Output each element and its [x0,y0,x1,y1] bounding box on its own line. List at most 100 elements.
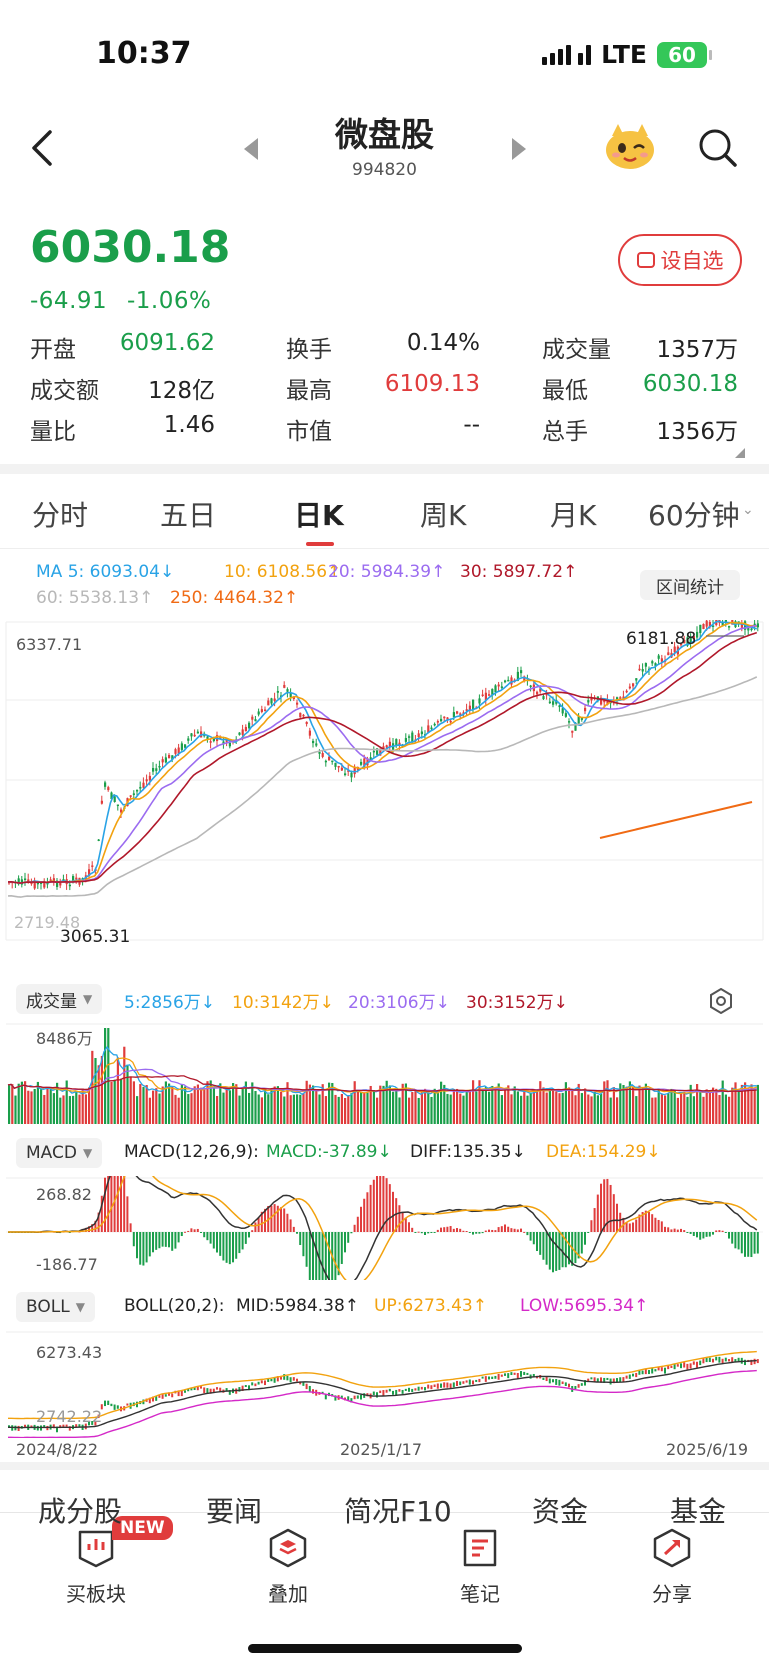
range-stats-button[interactable]: 区间统计 [640,570,740,600]
candle [436,721,439,723]
boll-selector[interactable]: BOLL ▼ [16,1292,95,1322]
boll-candle [427,1384,430,1389]
tab-4[interactable]: 月K [550,499,597,532]
candle [420,731,423,735]
volume-bar [427,1092,430,1124]
boll-candle [110,1403,113,1407]
volume-bar [49,1087,52,1124]
add-watchlist-button[interactable]: 设自选 [618,234,742,286]
macd-bar [385,1178,388,1232]
kline-chart[interactable]: 6337.71 6181.88 3065.31 2719.48 [0,620,769,950]
macd-bar [728,1232,730,1239]
boll-candle [382,1390,385,1396]
boll-candle [532,1373,535,1377]
volume-bar [331,1082,334,1124]
volume-bar [382,1085,385,1124]
section-tab-0[interactable]: 成分股 [38,1495,123,1528]
section-tab-3[interactable]: 资金 [532,1495,589,1528]
tab-1[interactable]: 五日 [160,499,217,532]
macd-bar [625,1222,628,1232]
volume-bar [737,1090,740,1124]
boll-candle [411,1388,414,1392]
boll-candle [641,1370,644,1375]
boll-candle [200,1386,202,1389]
boll-params: BOLL(20,2): [124,1296,225,1316]
page-title: 微盘股 [335,115,434,154]
macd-bar [107,1176,110,1232]
boll-candle [30,1425,33,1428]
volume-bar [360,1092,363,1124]
volume-bar [72,1095,75,1124]
boll-candle [753,1358,756,1365]
ma20-line [7,624,757,884]
tab-3[interactable]: 周K [420,499,467,532]
volume-bar [328,1082,331,1124]
macd-bar [443,1227,446,1232]
volume-bar [324,1096,327,1124]
boll-candle [171,1393,174,1398]
volume-bar [568,1087,571,1124]
boll-candle [715,1356,718,1361]
volume-bar [312,1085,315,1124]
macd-bar [552,1232,554,1273]
candle [756,623,759,628]
volume-bar [673,1089,676,1124]
share-action[interactable]: 分享 [612,1528,732,1607]
macd-bar [548,1232,551,1270]
macd-bar [427,1232,430,1234]
volume-bar [257,1094,260,1124]
notes-action[interactable]: 笔记 [420,1528,540,1607]
mascot-icon[interactable] [604,122,656,170]
macd-bar [459,1228,462,1232]
back-icon[interactable] [28,128,58,168]
macd-bar [580,1232,583,1254]
settings-icon[interactable] [708,988,734,1014]
boll-candle [388,1388,391,1392]
volume-bar [702,1096,705,1124]
chevron-down-icon[interactable]: ⌄ [742,502,754,518]
section-tab-4[interactable]: 基金 [670,1495,727,1528]
boll-candle [667,1365,670,1370]
boll-candle [750,1359,753,1366]
macd-bar [401,1211,404,1232]
overlay-action[interactable]: 叠加 [228,1528,348,1607]
stat-label: 开盘 [30,337,76,363]
boll-candle [260,1380,263,1384]
macd-selector[interactable]: MACD ▼ [16,1138,103,1168]
volume-chart[interactable]: 8486万 [0,1022,769,1126]
candle [740,622,743,628]
boll-candle [587,1378,590,1382]
macd-bar [164,1232,167,1247]
macd-bar [142,1232,145,1266]
current-price: 6030.18 [30,222,231,273]
prev-stock-icon[interactable] [244,138,260,160]
boll-candle [216,1387,218,1390]
buy-sector-action[interactable]: 买板块 [36,1528,156,1607]
next-stock-icon[interactable] [510,138,526,160]
candle [404,738,407,742]
volume-bar [603,1081,606,1124]
macd-bar [302,1232,305,1257]
candle [728,626,731,628]
boll-chart[interactable]: 6273.43 2742.22 [0,1330,769,1438]
tab-0[interactable]: 分时 [32,499,89,532]
tab-5[interactable]: 60分钟 [648,499,740,532]
macd-chart[interactable]: 268.82 -186.77 [0,1176,769,1280]
volume-bar [340,1093,343,1124]
volume-bar [750,1084,753,1124]
volume-bar [526,1095,529,1124]
section-tab-1[interactable]: 要闻 [206,1495,263,1528]
expand-corner-icon[interactable] [735,448,745,458]
section-tab-2[interactable]: 简况F10 [344,1495,452,1528]
boll-candle [676,1364,679,1367]
ma60-line [7,676,758,898]
macd-bar [491,1229,494,1232]
divider [0,464,769,474]
search-icon[interactable] [698,128,738,168]
boll-candle [100,1404,103,1410]
volume-selector[interactable]: 成交量 ▼ [16,984,103,1014]
volume-bar [705,1089,708,1124]
volume-bar [516,1091,519,1124]
candle [91,865,94,867]
tab-2[interactable]: 日K [294,499,344,532]
